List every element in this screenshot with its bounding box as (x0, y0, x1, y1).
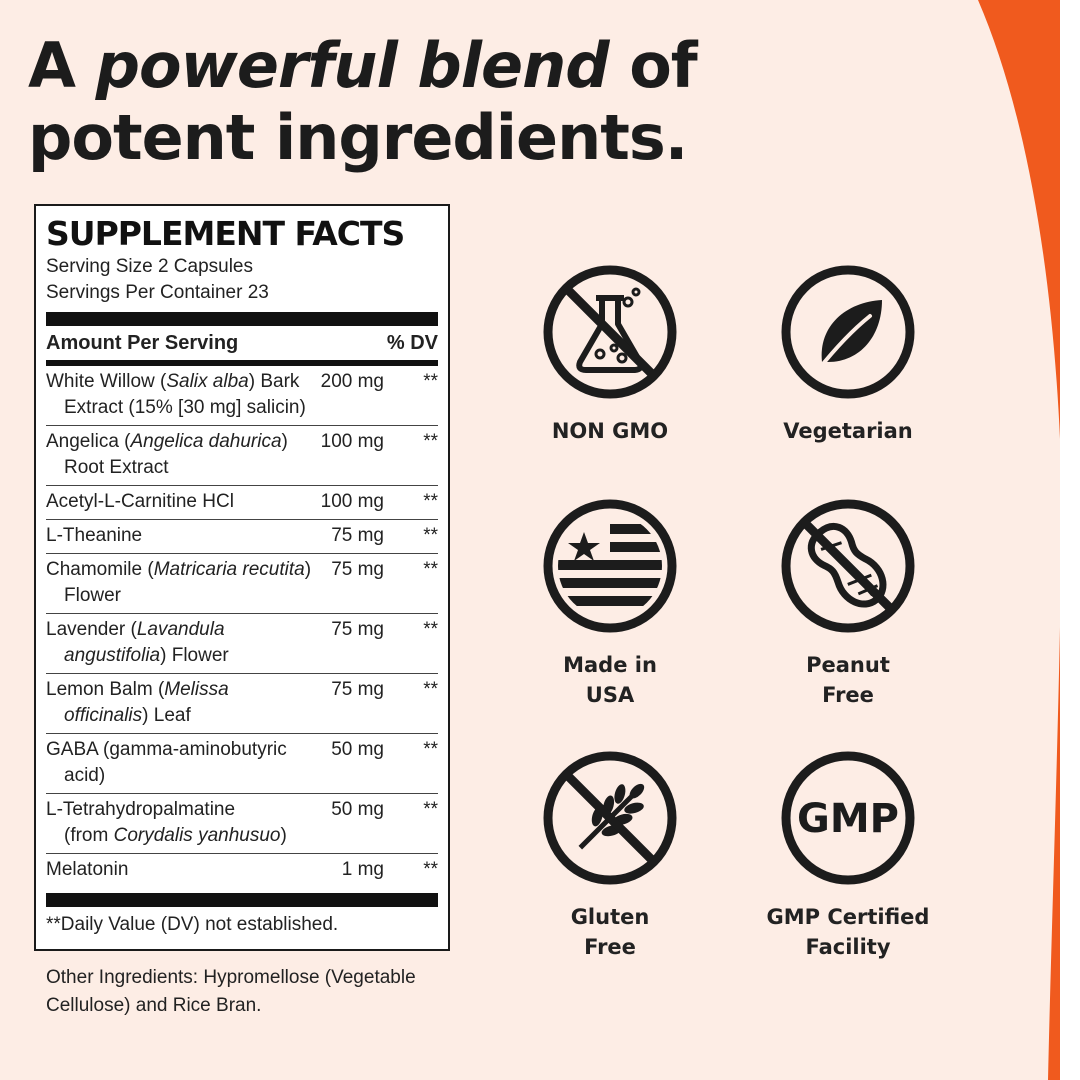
ingredient-dv: ** (423, 491, 438, 512)
badge-peanut-free: Peanut Free (738, 496, 958, 710)
leaf-icon (781, 265, 915, 399)
ingredient-row: Acetyl-L-Carnitine HCl 100 mg ** (46, 486, 438, 520)
ingredient-name: GABA (gamma-aminobutyric acid) (46, 739, 287, 786)
ingredient-amount: 200 mg (320, 371, 384, 392)
ingredient-row: Angelica (Angelica dahurica) Root Extract… (46, 426, 438, 486)
ingredient-dv: ** (423, 799, 438, 820)
non-gmo-icon (543, 265, 677, 399)
ingredient-name: L-Theanine (46, 525, 143, 546)
usa-flag-icon (543, 499, 677, 633)
badge-label: Made in USA (563, 653, 657, 707)
other-ingredients: Other Ingredients: Hypromellose (Vegetab… (46, 967, 416, 1016)
ingredient-row: L-Theanine 75 mg ** (46, 520, 438, 554)
badge-label: NON GMO (551, 419, 669, 443)
headline-suffix: of (608, 29, 698, 102)
ingredient-name: Melatonin (46, 859, 129, 880)
ingredient-row: Melatonin 1 mg ** (46, 854, 438, 887)
ingredient-dv: ** (423, 739, 438, 760)
badge-vegetarian: Vegetarian (738, 262, 958, 446)
ingredient-name: Angelica (Angelica dahurica) Root Extract (46, 431, 288, 478)
facts-title: SUPPLEMENT FACTS (46, 214, 405, 253)
ingredient-amount: 75 mg (331, 619, 384, 640)
badge-label: Gluten Free (570, 905, 650, 959)
ingredient-amount: 100 mg (320, 491, 384, 512)
divider-thick-bottom (46, 893, 438, 907)
ingredient-row: GABA (gamma-aminobutyric acid) 50 mg ** (46, 734, 438, 794)
gmp-icon: GMP (781, 751, 915, 885)
supplement-facts-panel: SUPPLEMENT FACTS Serving Size 2 Capsules… (34, 204, 450, 951)
ingredient-name: Acetyl-L-Carnitine HCl (46, 491, 234, 512)
ingredient-dv: ** (423, 619, 438, 640)
servings-per-container: Servings Per Container 23 (46, 282, 269, 303)
serving-size: Serving Size 2 Capsules (46, 256, 253, 277)
badge-label: GMP Certified Facility (766, 905, 930, 959)
orange-accent-stripe (978, 0, 1062, 1080)
ingredient-dv: ** (423, 371, 438, 392)
ingredient-amount: 1 mg (341, 859, 384, 880)
gmp-icon-text: GMP (797, 796, 899, 842)
headline-emphasis: powerful blend (95, 29, 610, 102)
ingredient-name: Lemon Balm (Melissa officinalis) Leaf (46, 679, 229, 726)
no-peanut-icon (781, 499, 915, 633)
ingredient-dv: ** (423, 431, 438, 452)
badge-label: Peanut Free (806, 653, 890, 707)
dv-header: % DV (386, 331, 438, 354)
badge-gluten-free: Gluten Free (500, 748, 720, 962)
ingredient-dv: ** (423, 679, 438, 700)
headline: A powerful blend of potent ingredients. (28, 29, 698, 174)
ingredient-row: White Willow (Salix alba) Bark Extract (1… (46, 366, 438, 426)
ingredient-amount: 50 mg (331, 739, 384, 760)
amount-header: Amount Per Serving (46, 331, 239, 354)
badge-non-gmo: NON GMO (500, 262, 720, 446)
ingredient-amount: 75 mg (331, 679, 384, 700)
headline-prefix: A (28, 29, 96, 102)
badge-gmp-certified: GMP GMP Certified Facility (738, 748, 958, 962)
ingredient-dv: ** (423, 525, 438, 546)
ingredient-name: L-Tetrahydropalmatine (from Corydalis yan… (46, 799, 287, 846)
ingredient-row: L-Tetrahydropalmatine (from Corydalis yan… (46, 794, 438, 854)
divider-medium (46, 360, 438, 366)
ingredient-amount: 50 mg (331, 799, 384, 820)
no-wheat-icon (543, 751, 677, 885)
ingredient-dv: ** (423, 559, 438, 580)
amount-header-row: Amount Per Serving % DV (46, 326, 438, 360)
ingredient-name: Chamomile (Matricaria recutita) Flower (46, 559, 312, 606)
ingredient-amount: 75 mg (331, 559, 384, 580)
ingredient-name: Lavender (Lavandula angustifolia) Flower (46, 619, 229, 666)
badge-made-in-usa: Made in USA (500, 496, 720, 710)
badge-label: Vegetarian (783, 419, 913, 443)
ingredient-row: Lavender (Lavandula angustifolia) Flower 7… (46, 614, 438, 674)
ingredient-amount: 75 mg (331, 525, 384, 546)
ingredient-row: Lemon Balm (Melissa officinalis) Leaf 75 m… (46, 674, 438, 734)
ingredient-row: Chamomile (Matricaria recutita) Flower 75 … (46, 554, 438, 614)
ingredient-dv: ** (423, 859, 438, 880)
ingredient-list: White Willow (Salix alba) Bark Extract (1… (46, 366, 438, 887)
divider-thick (46, 312, 438, 326)
ingredient-name: White Willow (Salix alba) Bark Extract (1… (46, 371, 306, 418)
dv-footnote: **Daily Value (DV) not established. (46, 914, 339, 935)
white-edge (1060, 0, 1080, 1080)
ingredient-amount: 100 mg (320, 431, 384, 452)
headline-line-2: potent ingredients. (28, 101, 688, 174)
